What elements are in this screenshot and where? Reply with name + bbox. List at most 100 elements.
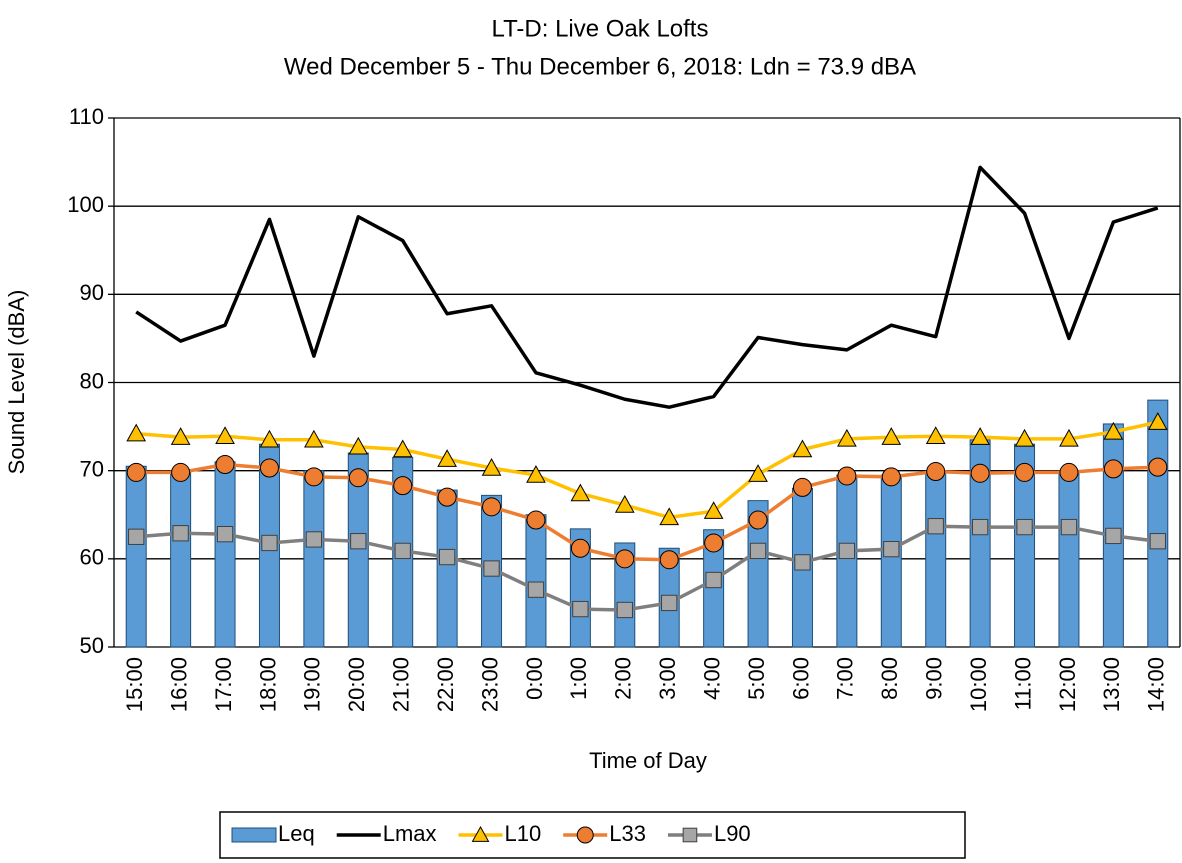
x-tick-label: 12:00 <box>1055 657 1080 712</box>
point <box>1016 518 1033 536</box>
point <box>792 477 812 497</box>
x-tick-label: 22:00 <box>433 657 458 712</box>
legend-label: Leq <box>278 821 315 846</box>
point <box>837 428 857 447</box>
point <box>792 439 813 458</box>
point <box>392 439 413 458</box>
point <box>970 463 990 483</box>
point <box>570 538 590 558</box>
y-tick-label: 100 <box>67 192 104 217</box>
point <box>614 495 635 513</box>
point <box>970 427 990 445</box>
bar <box>1058 470 1080 648</box>
bar <box>525 514 547 648</box>
point <box>526 465 546 483</box>
x-tick-label: 17:00 <box>211 657 236 712</box>
point <box>1015 462 1035 482</box>
point <box>437 487 457 507</box>
bar <box>303 470 325 648</box>
point <box>1103 459 1123 479</box>
line <box>136 420 1159 520</box>
line <box>136 524 1158 612</box>
bar <box>703 529 725 648</box>
point <box>394 542 411 560</box>
x-tick-label: 2:00 <box>611 657 636 700</box>
point <box>570 483 591 502</box>
point <box>748 464 768 482</box>
x-tick-label: 4:00 <box>699 657 724 700</box>
legend-label: L90 <box>714 821 751 846</box>
point <box>259 429 280 448</box>
point <box>838 542 856 560</box>
x-tick-label: 7:00 <box>833 657 858 700</box>
x-tick-label: 18:00 <box>255 657 280 712</box>
point <box>615 549 635 569</box>
bar <box>614 542 636 648</box>
point <box>215 426 235 444</box>
point <box>748 510 768 530</box>
point <box>126 462 146 482</box>
point <box>126 423 147 442</box>
point <box>881 427 902 445</box>
y-tick-label: 110 <box>69 104 104 129</box>
point <box>705 571 722 589</box>
point <box>216 525 234 543</box>
point <box>526 510 546 530</box>
bar <box>1147 399 1169 648</box>
point <box>704 533 724 553</box>
x-tick-label: 9:00 <box>922 657 947 700</box>
point <box>348 436 369 455</box>
x-tick-label: 20:00 <box>344 657 369 712</box>
point <box>1147 412 1168 430</box>
x-tick-label: 23:00 <box>477 657 502 712</box>
point <box>304 467 324 487</box>
point <box>483 560 500 577</box>
point <box>1105 527 1122 545</box>
bar <box>170 470 192 648</box>
point <box>794 554 811 571</box>
point <box>971 518 989 536</box>
bar <box>925 470 947 648</box>
line <box>135 165 1159 409</box>
x-tick-label: 21:00 <box>389 657 414 712</box>
point <box>172 525 189 542</box>
point <box>215 454 235 474</box>
y-tick-label: 60 <box>80 545 104 570</box>
legend-label: Lmax <box>383 821 437 846</box>
legend-label: L33 <box>609 821 646 846</box>
point <box>926 462 946 482</box>
x-tick-label: 6:00 <box>788 657 813 700</box>
bar <box>569 528 591 648</box>
chart-subtitle: Wed December 5 - Thu December 6, 2018: L… <box>284 53 916 80</box>
point <box>437 449 457 467</box>
point <box>661 594 678 612</box>
legend-marker <box>576 826 594 844</box>
point <box>659 550 679 570</box>
point <box>305 531 323 548</box>
x-tick-label: 10:00 <box>966 657 991 712</box>
y-axis-label: Sound Level (dBA) <box>4 290 29 475</box>
y-tick-label: 90 <box>80 280 104 305</box>
point <box>659 507 680 526</box>
legend-marker <box>682 827 698 843</box>
point <box>1059 462 1079 482</box>
point <box>927 518 944 535</box>
point <box>350 533 367 550</box>
x-tick-label: 16:00 <box>166 657 191 712</box>
point <box>171 462 191 482</box>
bar <box>436 489 458 648</box>
bar <box>747 500 769 648</box>
x-tick-label: 0:00 <box>522 657 547 700</box>
point <box>1103 421 1124 440</box>
bar <box>836 474 858 648</box>
x-tick-label: 13:00 <box>1099 657 1124 712</box>
point <box>881 467 901 487</box>
point <box>925 426 946 444</box>
x-tick-label: 11:00 <box>1010 657 1035 710</box>
point <box>304 429 324 448</box>
point <box>481 457 502 476</box>
point <box>703 501 724 519</box>
point <box>1148 457 1168 477</box>
bar <box>880 474 902 648</box>
